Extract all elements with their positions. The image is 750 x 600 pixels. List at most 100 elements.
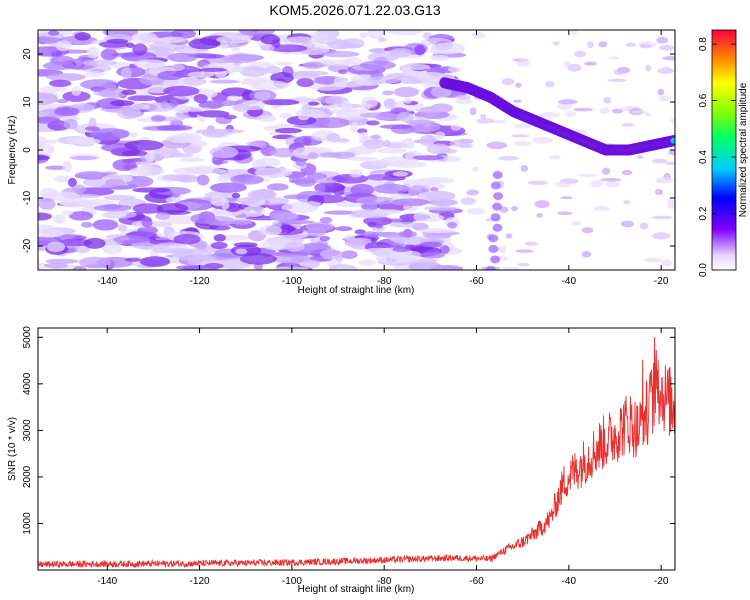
spectrogram-noise-cell xyxy=(539,112,560,118)
spectrogram-noise-cell xyxy=(186,167,226,175)
spectrogram-noise-cell xyxy=(337,69,348,75)
spectrogram-noise-cell xyxy=(455,98,473,105)
spectrogram-noise-cell xyxy=(560,196,573,200)
spectrogram-noise-cell xyxy=(124,140,164,151)
spectrogram-noise-cell xyxy=(625,42,636,47)
spectrogram-noise-cell xyxy=(239,66,268,77)
spectrogram-noise-cell xyxy=(268,44,308,53)
spectrogram-noise-cell xyxy=(359,60,397,70)
spectrogram-noise-cell xyxy=(192,140,208,148)
spectrogram-noise-cell xyxy=(515,82,522,88)
spectrogram-noise-cell xyxy=(586,41,594,49)
spectrogram-noise-cell xyxy=(121,89,137,96)
spectrogram-noise-cell xyxy=(84,71,105,78)
spectrogram-noise-cell xyxy=(429,54,450,61)
spectrogram-noise-cell xyxy=(273,212,297,221)
spectrogram-noise-cell xyxy=(605,181,620,188)
colorbar-gradient xyxy=(712,30,736,270)
spectrogram-noise-cell xyxy=(430,85,452,98)
spectrogram-noise-cell xyxy=(284,262,298,268)
spectrogram-noise-cell xyxy=(175,265,205,270)
spectrogram-noise-cell xyxy=(187,71,215,78)
colorbar-label: Normalized spectral amplitude xyxy=(738,82,749,217)
spectrogram-noise-cell xyxy=(98,87,129,99)
spectrogram-noise-cell xyxy=(235,248,248,255)
spectrogram-noise-cell xyxy=(469,107,477,116)
spectrogram-noise-cell xyxy=(171,30,197,39)
spectrogram-noise-cell xyxy=(194,242,207,250)
spectrogram-noise-cell xyxy=(47,30,60,36)
spectrogram-noise-cell xyxy=(404,71,445,78)
spectrogram-xtick-label: -40 xyxy=(562,276,577,287)
spectrogram-noise-cell xyxy=(388,161,427,168)
spectrogram-noise-cell xyxy=(188,38,220,50)
spectrogram-noise-cell xyxy=(472,166,480,173)
spectrogram-noise-cell xyxy=(124,257,141,262)
spectrogram-noise-cell xyxy=(214,69,227,78)
spectrogram-noise-cell xyxy=(294,176,317,187)
spectrogram-noise-cell xyxy=(307,101,320,106)
spectrogram-noise-cell xyxy=(83,237,106,249)
colorbar-tick-label: 0.2 xyxy=(698,206,709,220)
spectrogram-xtick-label: -80 xyxy=(377,276,392,287)
spectrogram-noise-cell xyxy=(426,135,435,144)
spectrogram-noise-cell xyxy=(190,213,216,224)
spectrogram-noise-cell xyxy=(198,67,227,72)
spectrogram-noise-cell xyxy=(46,241,66,253)
spectrogram-noise-cell xyxy=(573,50,587,58)
spectrogram-ytick-label: 0 xyxy=(22,147,33,153)
spectrogram-noise-cell xyxy=(277,219,315,225)
spectrogram-noise-cell xyxy=(210,195,226,207)
spectrogram-noise-cell xyxy=(273,254,311,264)
spectrogram-noise-cell xyxy=(295,158,307,167)
colorbar-tick-label: 0.8 xyxy=(698,37,709,51)
spectrogram-noise-cell xyxy=(253,91,271,100)
spectrogram-noise-cell xyxy=(345,156,378,161)
spectrogram-noise-cell xyxy=(145,150,156,163)
spectrogram-noise-cell xyxy=(120,67,132,80)
spectrogram-noise-cell xyxy=(359,132,369,139)
spectrogram-noise-cell xyxy=(488,234,499,243)
spectrogram-noise-cell xyxy=(571,220,582,226)
spectrogram-noise-cell xyxy=(447,221,458,229)
spectrogram-noise-cell xyxy=(515,249,534,253)
spectrogram-noise-cell xyxy=(82,59,118,67)
spectrogram-noise-cell xyxy=(455,94,471,100)
spectrogram-noise-cell xyxy=(493,192,504,201)
spectrogram-noise-cell xyxy=(260,44,275,52)
spectrogram-noise-cell xyxy=(516,59,531,67)
spectrogram-noise-cell xyxy=(374,209,403,215)
spectrogram-noise-cell xyxy=(492,170,503,179)
spectrogram-noise-cell xyxy=(305,221,335,232)
spectrogram-noise-cell xyxy=(198,110,230,118)
spectrogram-noise-cell xyxy=(117,107,142,120)
spectrogram-noise-cell xyxy=(137,226,158,235)
spectrogram-noise-cell xyxy=(86,46,100,59)
spectrogram-noise-cell xyxy=(266,183,289,191)
spectrogram-noise-cell xyxy=(354,229,366,235)
spectrogram-noise-cell xyxy=(668,149,675,156)
spectrogram-noise-cell xyxy=(158,36,186,43)
spectrogram-noise-cell xyxy=(74,32,91,41)
spectrogram-noise-cell xyxy=(425,190,456,202)
spectrogram-xtick-label: -20 xyxy=(654,276,669,287)
spectrogram-noise-cell xyxy=(165,134,200,144)
spectrogram-ytick-label: -20 xyxy=(22,238,33,253)
spectrogram-noise-cell xyxy=(74,171,109,180)
spectrogram-noise-cell xyxy=(611,108,624,114)
spectrogram-noise-cell xyxy=(201,128,228,138)
spectrogram-noise-cell xyxy=(132,187,171,193)
spectrogram-noise-cell xyxy=(331,81,364,88)
snr-ytick-label: 5000 xyxy=(22,326,33,349)
spectrogram-noise-cell xyxy=(247,189,277,200)
spectrogram-noise-cell xyxy=(367,76,403,84)
spectrogram-noise-cell xyxy=(654,188,663,196)
spectrogram-noise-cell xyxy=(102,244,123,255)
spectrogram-noise-cell xyxy=(180,77,207,86)
colorbar-frame xyxy=(711,29,737,271)
spectrogram-noise-cell xyxy=(239,30,275,37)
spectrogram-noise-cell xyxy=(127,95,159,102)
spectrogram-noise-cell xyxy=(157,242,183,247)
spectrogram-noise-cell xyxy=(434,131,446,140)
